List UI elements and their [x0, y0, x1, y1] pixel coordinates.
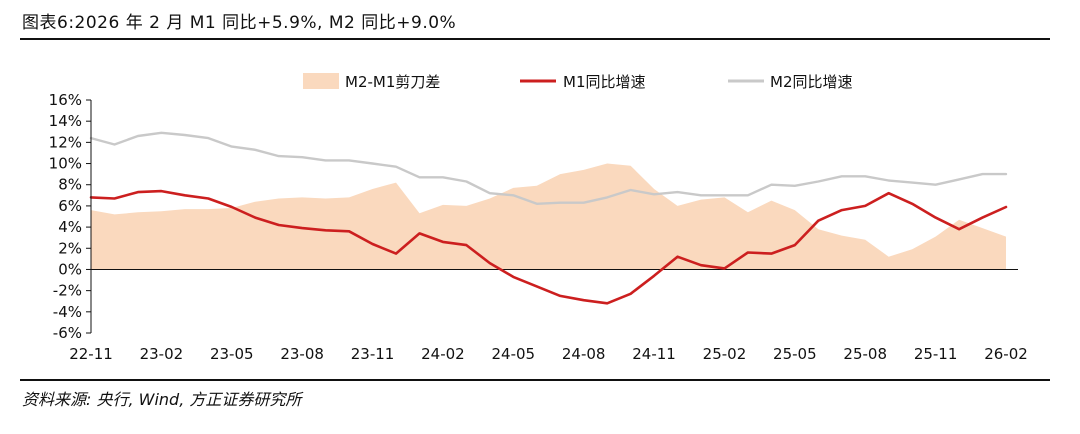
- x-tick-label: 23-02: [140, 345, 184, 363]
- y-tick-label: 10%: [49, 155, 82, 173]
- x-tick-label: 26-02: [984, 345, 1028, 363]
- legend-label-spread: M2-M1剪刀差: [345, 73, 440, 91]
- y-tick-label: 14%: [49, 112, 82, 130]
- spread-area-layer: [91, 163, 1006, 270]
- y-tick-label: 8%: [58, 176, 82, 194]
- bottom-rule: [20, 379, 1050, 381]
- top-rule: [20, 38, 1050, 40]
- x-tick-label: 25-02: [703, 345, 747, 363]
- y-tick-label: 6%: [58, 197, 82, 215]
- y-tick-label: 4%: [58, 218, 82, 236]
- chart-canvas: M2-M1剪刀差 M1同比增速 M2同比增速 -6% -4% -2% 0% 2% 4% 6% 8%…: [49, 73, 1028, 363]
- source-note: 资料来源: 央行, Wind, 方正证券研究所: [22, 390, 302, 409]
- y-tick-label: 2%: [58, 239, 82, 257]
- m1-line: [89, 189, 1008, 305]
- legend-label-m2: M2同比增速: [770, 73, 853, 91]
- y-tick-label: 16%: [49, 91, 82, 109]
- x-tick-label: 22-11: [69, 345, 113, 363]
- x-tick-label: 25-08: [843, 345, 887, 363]
- chart-title: 图表6:2026 年 2 月 M1 同比+5.9%, M2 同比+9.0%: [22, 13, 457, 33]
- series-line-layer: [89, 131, 1008, 305]
- x-tick-label: 23-11: [351, 345, 395, 363]
- m2-line: [89, 131, 1008, 206]
- y-tick-label: -6%: [53, 324, 82, 342]
- x-tick-label: 23-08: [280, 345, 324, 363]
- x-tick-label: 24-02: [421, 345, 465, 363]
- spread-area: [91, 163, 1006, 270]
- y-tick-label: 12%: [49, 133, 82, 151]
- y-tick-label: -2%: [53, 282, 82, 300]
- x-tick-label: 24-11: [632, 345, 676, 363]
- x-tick-label: 23-05: [210, 345, 254, 363]
- x-tick-label: 25-11: [914, 345, 958, 363]
- x-tick-label: 24-05: [492, 345, 536, 363]
- legend: M2-M1剪刀差 M1同比增速 M2同比增速: [303, 73, 853, 91]
- x-tick-label: 25-05: [773, 345, 817, 363]
- y-tick-label: 0%: [58, 260, 82, 278]
- axes-layer: -6% -4% -2% 0% 2% 4% 6% 8% 10% 12% 14% 16% 22-11 23-0…: [49, 91, 1028, 363]
- legend-swatch-spread: [303, 73, 339, 89]
- legend-label-m1: M1同比增速: [563, 73, 646, 91]
- x-tick-label: 24-08: [562, 345, 606, 363]
- y-tick-label: -4%: [53, 303, 82, 321]
